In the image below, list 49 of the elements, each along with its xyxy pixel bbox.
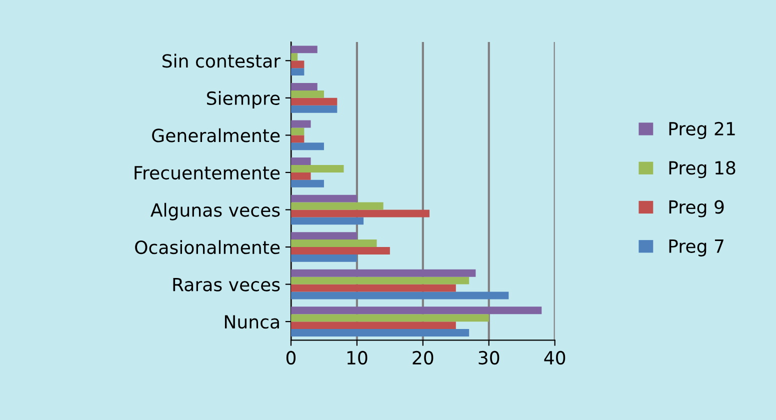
bar xyxy=(291,68,304,76)
bar xyxy=(291,314,489,322)
legend-label: Preg 9 xyxy=(669,200,724,218)
y-tick-label: Sin contestar xyxy=(162,54,281,68)
x-tick-label: 0 xyxy=(286,350,296,365)
bar xyxy=(291,210,430,218)
bar xyxy=(291,165,344,172)
x-tick-label: 20 xyxy=(412,350,434,365)
bar xyxy=(291,120,311,128)
x-tick-label: 10 xyxy=(347,350,368,365)
bar xyxy=(291,142,324,150)
bar xyxy=(291,128,304,136)
x-tick-label: 40 xyxy=(544,350,566,365)
y-tick-label: Nunca xyxy=(224,315,279,329)
bar xyxy=(291,172,311,180)
bar xyxy=(291,240,377,248)
legend-label: Preg 7 xyxy=(669,240,724,256)
bar xyxy=(291,53,298,61)
y-tick-label: Generalmente xyxy=(152,128,280,142)
bar xyxy=(291,202,384,210)
bar xyxy=(291,180,324,188)
y-tick-label: Ocasionalmente xyxy=(135,240,280,254)
bar xyxy=(291,254,357,262)
bar xyxy=(291,217,364,225)
bar xyxy=(291,135,304,143)
bar xyxy=(291,105,338,113)
bar xyxy=(291,292,509,300)
legend-label: Preg 21 xyxy=(669,122,735,140)
bar xyxy=(291,306,542,314)
bar xyxy=(291,232,357,240)
bar xyxy=(291,60,304,68)
legend-label: Preg 18 xyxy=(669,161,736,178)
bar xyxy=(291,194,357,202)
bar xyxy=(291,269,476,277)
y-tick-label: Siempre xyxy=(207,91,280,109)
bar xyxy=(291,329,470,336)
x-tick-label: 30 xyxy=(478,350,500,365)
bar xyxy=(291,83,318,90)
bar xyxy=(291,98,338,106)
y-tick-label: Raras veces xyxy=(173,278,280,292)
bar xyxy=(291,284,456,292)
bar xyxy=(291,322,456,330)
y-tick-label: Frecuentemente xyxy=(134,166,280,180)
bar xyxy=(291,247,390,254)
bar xyxy=(291,46,318,54)
bar xyxy=(291,90,324,98)
y-tick-label: Algunas veces xyxy=(150,202,280,220)
bar xyxy=(291,276,470,284)
bar xyxy=(291,158,311,166)
